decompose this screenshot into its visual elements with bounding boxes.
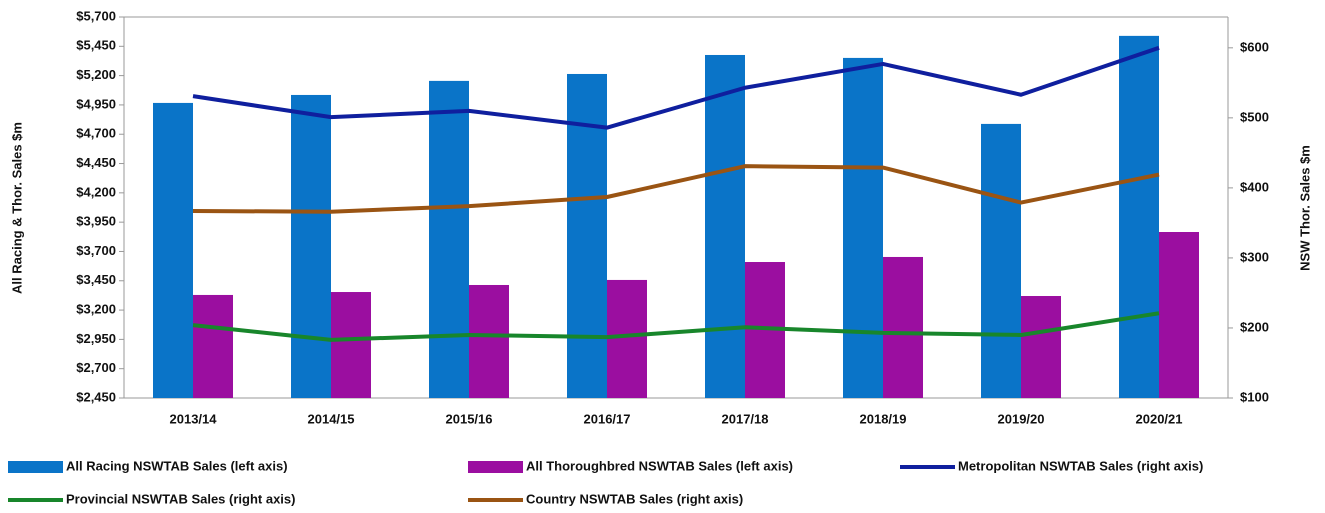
bar [1119, 35, 1159, 399]
y-axis-title: All Racing & Thor. Sales $m [9, 122, 24, 294]
line [192, 164, 1160, 214]
bar [193, 294, 233, 398]
y2-tick-label: $600 [1240, 39, 1269, 54]
legend-swatch [468, 461, 523, 473]
x-tick-label: 2020/21 [1136, 411, 1183, 426]
y2-tick-label: $400 [1240, 179, 1269, 194]
legend-label: All Racing NSWTAB Sales (left axis) [66, 458, 288, 473]
legend-label: All Thoroughbred NSWTAB Sales (left axis… [526, 458, 793, 473]
bar [883, 256, 923, 398]
y-tick-label: $2,450 [76, 389, 116, 404]
bar [607, 279, 647, 398]
y-tick-label: $5,200 [76, 67, 116, 82]
bar [705, 54, 745, 399]
y-tick-label: $3,450 [76, 272, 116, 287]
x-tick-label: 2013/14 [170, 411, 218, 426]
y-tick-label: $5,450 [76, 38, 116, 53]
bar [469, 284, 509, 398]
x-tick-label: 2016/17 [584, 411, 631, 426]
line [192, 45, 1160, 130]
bar [331, 292, 371, 398]
y-tick-label: $4,700 [76, 126, 116, 141]
y2-tick-label: $100 [1240, 389, 1269, 404]
legend-label: Provincial NSWTAB Sales (right axis) [66, 491, 295, 506]
y-tick-label: $5,700 [76, 8, 116, 23]
x-tick-label: 2018/19 [860, 411, 907, 426]
bar [429, 80, 469, 398]
legend-label: Metropolitan NSWTAB Sales (right axis) [958, 458, 1203, 473]
x-tick-label: 2014/15 [308, 411, 355, 426]
bar [981, 123, 1021, 398]
y2-tick-label: $500 [1240, 109, 1269, 124]
y2-tick-label: $300 [1240, 249, 1269, 264]
y-tick-label: $3,950 [76, 214, 116, 229]
bar [153, 102, 193, 399]
y-tick-label: $2,700 [76, 360, 116, 375]
y-tick-label: $4,200 [76, 184, 116, 199]
y-tick-label: $4,450 [76, 155, 116, 170]
y2-tick-label: $200 [1240, 319, 1269, 334]
legend-swatch [8, 461, 63, 473]
y2-axis-title: NSW Thor. Sales $m [1297, 145, 1312, 271]
x-tick-label: 2017/18 [722, 411, 769, 426]
y-tick-label: $3,200 [76, 302, 116, 317]
line [192, 311, 1160, 342]
x-tick-label: 2015/16 [446, 411, 493, 426]
bar [1159, 232, 1199, 398]
bar [843, 57, 883, 398]
y-tick-label: $2,950 [76, 331, 116, 346]
x-tick-label: 2019/20 [998, 411, 1045, 426]
bar [291, 94, 331, 398]
y-tick-label: $4,950 [76, 96, 116, 111]
legend-label: Country NSWTAB Sales (right axis) [526, 491, 743, 506]
y-tick-label: $3,700 [76, 243, 116, 258]
bar [1021, 296, 1061, 398]
